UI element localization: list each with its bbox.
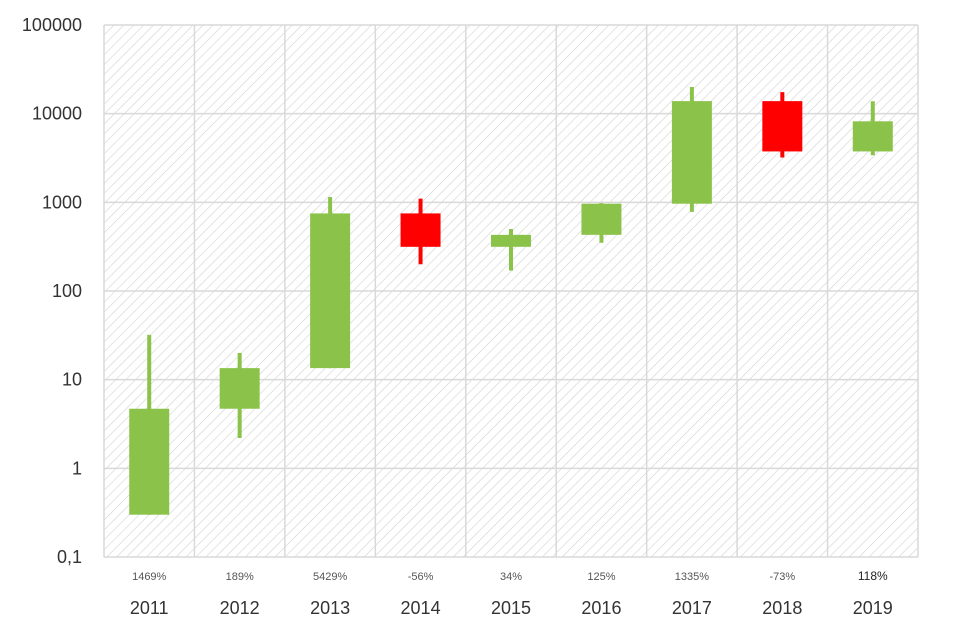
x-tick-label: 2013 xyxy=(310,598,350,618)
candle-2013 xyxy=(310,196,351,369)
x-tick-label: 2017 xyxy=(672,598,712,618)
y-tick-label: 100000 xyxy=(22,15,82,35)
candle-body xyxy=(581,203,622,235)
change-label: 1469% xyxy=(132,571,166,583)
x-tick-label: 2019 xyxy=(853,598,893,618)
change-labels: 1469% 189% 5429% -56% 34% 125% 1335% -73% 118% xyxy=(132,569,888,583)
candle-body xyxy=(671,101,712,204)
x-tick-label: 2015 xyxy=(491,598,531,618)
candle-2011 xyxy=(129,334,170,515)
candle-body xyxy=(310,213,351,369)
y-axis-tick-labels: 0,1 1 10 100 1000 10000 100000 xyxy=(22,15,82,567)
candle-body xyxy=(852,121,893,152)
y-tick-label: 10000 xyxy=(32,104,82,124)
candle-body xyxy=(129,408,170,515)
candle-2014 xyxy=(400,198,441,265)
change-label: 118% xyxy=(858,569,888,583)
x-axis-tick-labels: 2011 2012 2013 2014 2015 2016 2017 2018 2019 xyxy=(130,598,893,618)
change-label: 34% xyxy=(500,571,522,583)
candle-2019 xyxy=(852,101,893,156)
x-tick-label: 2012 xyxy=(220,598,260,618)
change-label: 189% xyxy=(226,571,254,583)
candle-2016 xyxy=(581,203,622,243)
x-tick-label: 2014 xyxy=(401,598,441,618)
change-label: -56% xyxy=(408,571,434,583)
candle-body xyxy=(491,234,531,247)
candle-2015 xyxy=(491,229,531,271)
change-label: -73% xyxy=(769,571,795,583)
candles xyxy=(129,86,893,515)
change-label: 5429% xyxy=(313,571,347,583)
y-tick-label: 100 xyxy=(52,281,82,301)
change-label: 125% xyxy=(587,571,615,583)
y-tick-label: 10 xyxy=(62,370,82,390)
candle-body xyxy=(762,101,803,152)
change-label: 1335% xyxy=(675,571,709,583)
y-tick-label: 0,1 xyxy=(57,547,82,567)
x-tick-label: 2016 xyxy=(581,598,621,618)
x-tick-label: 2018 xyxy=(762,598,802,618)
candle-2017 xyxy=(671,86,712,212)
candle-2012 xyxy=(219,352,260,438)
y-tick-label: 1000 xyxy=(42,192,82,212)
x-tick-label: 2011 xyxy=(130,598,169,618)
candle-body xyxy=(400,213,441,247)
y-tick-label: 1 xyxy=(72,458,82,478)
candle-body xyxy=(219,368,260,409)
candle-2018 xyxy=(762,92,803,158)
